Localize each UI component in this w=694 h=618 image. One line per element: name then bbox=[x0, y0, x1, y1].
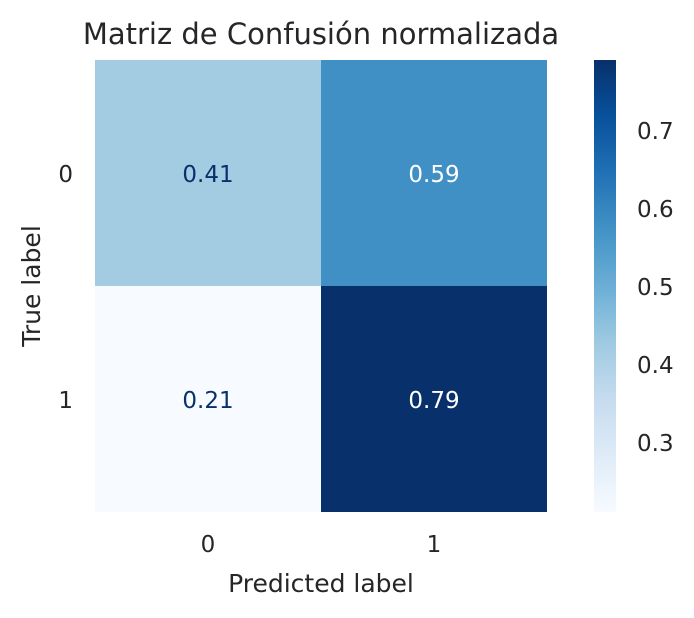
x-tick-label-1: 1 bbox=[427, 532, 442, 558]
colorbar bbox=[594, 60, 616, 512]
cell-value-label-0-0: 0.41 bbox=[182, 162, 233, 188]
heatmap-cells bbox=[95, 60, 547, 512]
colorbar-tick-label-0: 0.3 bbox=[637, 431, 674, 457]
x-tick-label-0: 0 bbox=[201, 532, 216, 558]
y-tick-label-0: 0 bbox=[58, 162, 73, 188]
colorbar-tick-label-1: 0.4 bbox=[637, 353, 674, 379]
colorbar-ticks: 0.3 0.4 0.5 0.6 0.7 bbox=[637, 119, 674, 457]
chart-title: Matriz de Confusión normalizada bbox=[83, 17, 559, 51]
colorbar-tick-label-2: 0.5 bbox=[637, 275, 674, 301]
heatmap-cell-0-0 bbox=[95, 60, 321, 286]
cell-value-label-1-0: 0.21 bbox=[182, 388, 233, 414]
x-axis-label: Predicted label bbox=[228, 569, 414, 598]
heatmap-cell-1-1 bbox=[321, 286, 547, 512]
cell-value-label-0-1: 0.59 bbox=[408, 162, 459, 188]
y-tick-label-1: 1 bbox=[58, 388, 73, 414]
cell-value-label-1-1: 0.79 bbox=[408, 388, 459, 414]
y-axis-label: True label bbox=[17, 225, 46, 348]
y-axis-ticks: 01 bbox=[58, 162, 73, 414]
heatmap-cell-1-0 bbox=[95, 286, 321, 512]
heatmap-cell-0-1 bbox=[321, 60, 547, 286]
colorbar-tick-label-3: 0.6 bbox=[637, 197, 674, 223]
heatmap-cell-labels: 0.41 0.59 0.21 0.79 bbox=[182, 162, 459, 414]
colorbar-tick-label-4: 0.7 bbox=[637, 119, 674, 145]
